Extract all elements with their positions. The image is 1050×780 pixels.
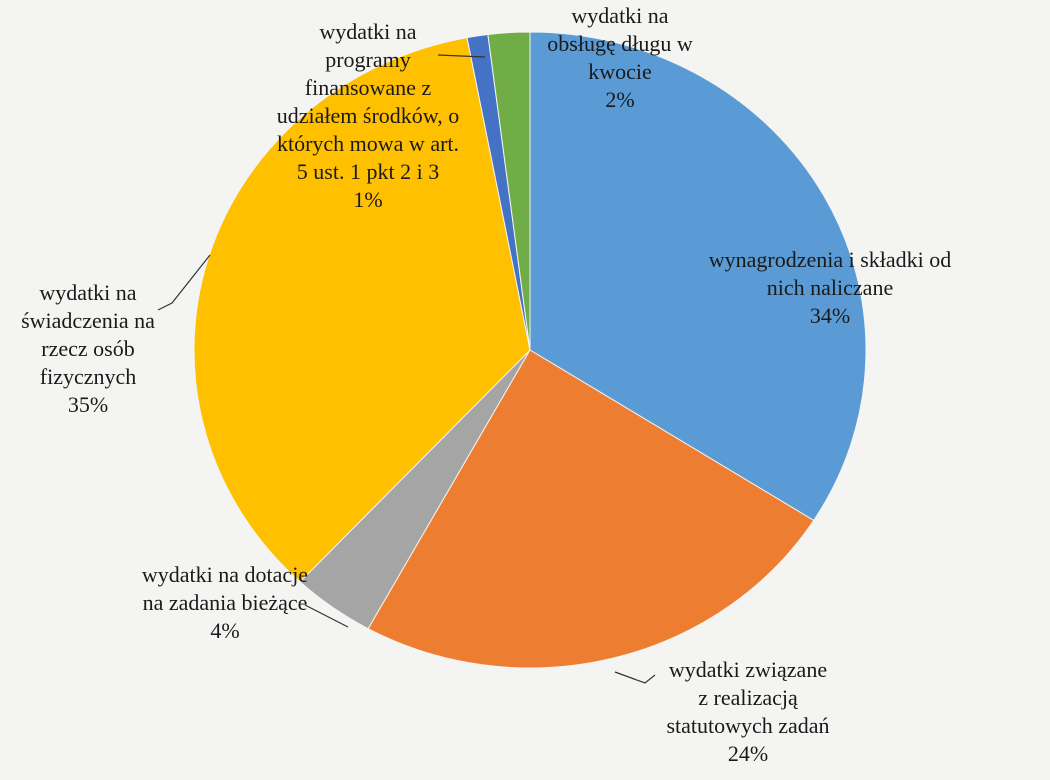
data-label-dlug: wydatki na obsługę długu w kwocie 2%	[547, 3, 693, 112]
leader-line-programy	[437, 54, 486, 58]
label-line-dlug-1: obsługę długu w	[547, 31, 693, 56]
label-line-dotacje-0: wydatki na dotacje	[142, 562, 308, 587]
pct-label-statutowe: 24%	[728, 741, 768, 766]
label-line-programy-2: finansowane z	[305, 75, 432, 100]
label-line-statutowe-0: wydatki związane	[669, 657, 827, 682]
data-label-dotacje: wydatki na dotacje na zadania bieżące 4%	[142, 562, 308, 643]
label-line-wynagrodzenia-1: nich naliczane	[767, 275, 893, 300]
label-line-dlug-0: wydatki na	[571, 3, 668, 28]
data-label-wynagrodzenia: wynagrodzenia i składki od nich naliczane…	[709, 247, 952, 328]
label-line-swiadczenia-3: fizycznych	[40, 364, 137, 389]
label-line-dotacje-1: na zadania bieżące	[143, 590, 308, 615]
data-labels: wynagrodzenia i składki od nich naliczane…	[21, 3, 952, 766]
label-line-statutowe-2: statutowych zadań	[666, 713, 829, 738]
label-line-swiadczenia-1: świadczenia na	[21, 308, 155, 333]
pie-slice-statutowe	[367, 349, 815, 669]
label-line-dlug-2: kwocie	[588, 59, 652, 84]
pct-label-programy: 1%	[353, 187, 382, 212]
data-label-statutowe: wydatki związane z realizacją statutowych …	[666, 657, 829, 766]
label-line-swiadczenia-2: rzecz osób	[41, 336, 134, 361]
pie-slices	[193, 31, 867, 669]
leader-line-swiadczenia	[157, 254, 211, 311]
label-line-programy-0: wydatki na	[319, 19, 416, 44]
pct-label-dotacje: 4%	[210, 618, 239, 643]
leader-lines	[157, 54, 656, 684]
pie-slice-dlug	[487, 31, 531, 351]
leader-line-statutowe	[614, 671, 656, 684]
data-label-swiadczenia: wydatki na świadczenia na rzecz osób fizycz…	[21, 280, 155, 417]
label-line-programy-1: programy	[325, 47, 411, 72]
label-line-programy-3: udziałem środków, o	[277, 103, 459, 128]
pie-slice-swiadczenia	[193, 37, 531, 583]
leader-line-dotacje	[304, 604, 349, 628]
pie-slice-wynagrodzenia	[529, 31, 867, 522]
label-line-statutowe-1: z realizacją	[698, 685, 798, 710]
label-line-wynagrodzenia-0: wynagrodzenia i składki od	[709, 247, 952, 272]
pct-label-swiadczenia: 35%	[68, 392, 108, 417]
pct-label-wynagrodzenia: 34%	[810, 303, 850, 328]
label-line-swiadczenia-0: wydatki na	[39, 280, 136, 305]
data-label-programy: wydatki na programy finansowane z udziałem …	[277, 19, 459, 212]
label-line-programy-4: których mowa w art.	[277, 131, 459, 156]
pct-label-dlug: 2%	[605, 87, 634, 112]
label-line-programy-5: 5 ust. 1 pkt 2 i 3	[297, 159, 439, 184]
